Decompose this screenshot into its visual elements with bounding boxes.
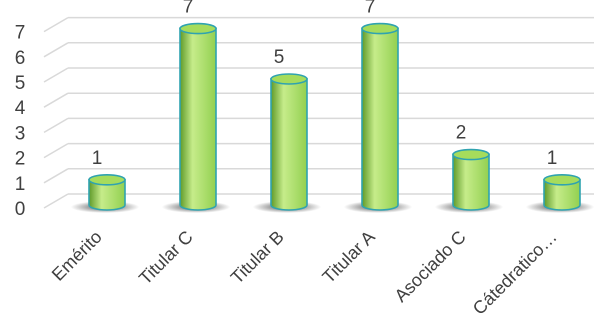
- bars: [70, 22, 595, 213]
- bar-cap: [179, 22, 217, 35]
- bar: [270, 78, 308, 211]
- bar-cap: [452, 148, 490, 161]
- category-label: Titular C: [135, 227, 197, 289]
- bar-cap: [543, 174, 581, 186]
- category-label: Titular B: [227, 227, 288, 288]
- x-axis-category-labels: Emérito Titular C Titular B Titular A Asocia…: [48, 227, 561, 319]
- y-tick-label: 0: [15, 199, 26, 220]
- category-label: Cátedratico…: [469, 227, 561, 319]
- y-tick-label: 6: [15, 48, 26, 69]
- y-axis-tick-labels: 0 1 2 3 4 5 6 7: [15, 23, 26, 220]
- y-tick-label: 7: [15, 23, 26, 44]
- y-tick-label: 1: [15, 174, 26, 195]
- data-label: 1: [92, 148, 103, 169]
- gridline-slant: [43, 42, 69, 58]
- gridline-slant: [43, 92, 69, 108]
- y-tick-label: 3: [15, 123, 26, 144]
- gridline-slant: [43, 168, 69, 184]
- gridlines: [43, 16, 594, 209]
- category-label: Asociado C: [391, 227, 470, 306]
- category-label: Emérito: [48, 227, 106, 285]
- gridline-slant: [43, 117, 69, 134]
- gridline-slant: [43, 16, 69, 33]
- bar-cap: [361, 22, 399, 35]
- data-labels: 1 7 5 7 2 1: [92, 0, 558, 169]
- gridline-slant: [43, 142, 69, 159]
- data-label: 2: [456, 123, 467, 144]
- data-label: 7: [365, 0, 376, 18]
- bar: [179, 27, 217, 211]
- bar: [543, 179, 581, 211]
- data-label: 1: [547, 148, 558, 169]
- bar: [452, 153, 490, 211]
- bar: [361, 27, 399, 211]
- y-tick-label: 2: [15, 149, 26, 170]
- bar: [88, 179, 126, 211]
- data-label: 5: [274, 47, 285, 68]
- y-tick-label: 5: [15, 73, 26, 94]
- category-label: Titular A: [318, 227, 378, 287]
- data-label: 7: [183, 0, 194, 18]
- y-tick-label: 4: [15, 98, 26, 119]
- bar-cap: [88, 174, 126, 186]
- bar-cap: [270, 73, 308, 85]
- gridline-slant: [43, 67, 69, 83]
- gridline-slant: [43, 193, 69, 209]
